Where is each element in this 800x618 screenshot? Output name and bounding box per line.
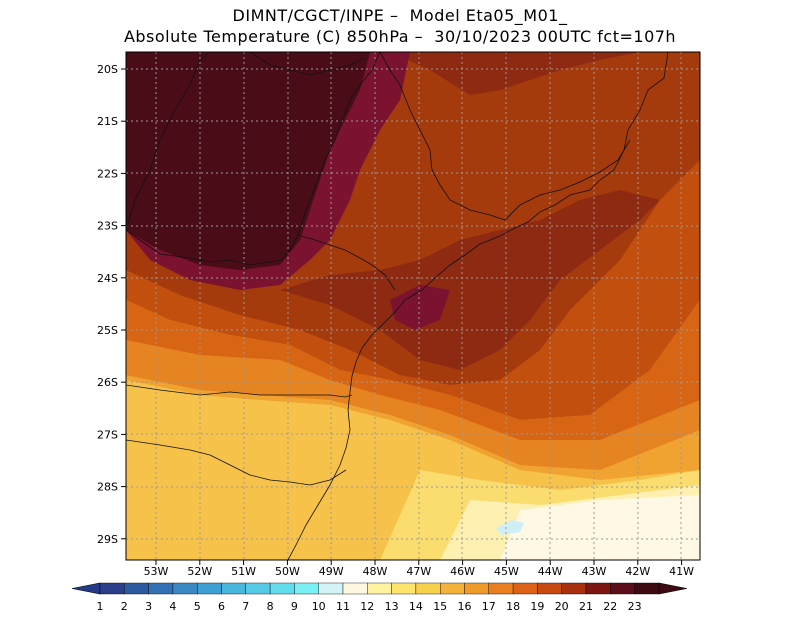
colorbar-swatch: [245, 582, 271, 595]
colorbar-swatch: [537, 582, 562, 595]
colorbar-swatch: [269, 582, 295, 595]
borders: [126, 52, 669, 560]
figure-title-line-2: Absolute Temperature (C) 850hPa – 30/10/…: [123, 27, 677, 46]
lat-label: 25S: [97, 324, 118, 337]
colorbar-label: 15: [433, 600, 447, 613]
colorbar-label: 16: [458, 600, 472, 613]
colorbar-swatch: [342, 582, 368, 595]
colorbar-label: 22: [603, 600, 617, 613]
lat-label: 22S: [97, 167, 118, 180]
colorbar-swatch: [367, 582, 392, 595]
coastline: [287, 52, 669, 560]
field-t21: [280, 190, 660, 370]
map-frame: [125, 51, 701, 561]
lon-label: 41W: [669, 565, 694, 578]
colorbar-swatch: [464, 582, 489, 595]
field-t23: [126, 52, 370, 270]
colorbar-swatch: [172, 582, 198, 595]
colorbar-under-arrow: [71, 582, 101, 595]
colorbar-label: 23: [628, 600, 642, 613]
colorbar-label: 18: [506, 600, 520, 613]
colorbar-label: 3: [145, 600, 152, 613]
lon-label: 49W: [319, 565, 344, 578]
lon-label: 52W: [187, 565, 212, 578]
lon-label: 48W: [363, 565, 388, 578]
colorbar-label: 9: [291, 600, 298, 613]
colorbar-label: 1: [97, 600, 104, 613]
colorbar-label: 13: [385, 600, 399, 613]
colorbar-swatch: [634, 582, 660, 595]
lat-label: 28S: [97, 481, 118, 494]
colorbar-swatch: [610, 582, 635, 595]
field-t20: [126, 52, 700, 385]
lon-label: 43W: [582, 565, 607, 578]
border-ms-sp: [297, 52, 381, 236]
colorbar-swatch: [415, 582, 441, 595]
colorbar-label: 20: [555, 600, 569, 613]
colorbar-label: 10: [312, 600, 326, 613]
lon-label: 42W: [625, 565, 650, 578]
border-sc-rs: [126, 439, 347, 486]
field-t17: [126, 340, 700, 470]
border-mg-rj: [504, 139, 631, 221]
map-panel: [126, 52, 700, 560]
border-pr-sc: [126, 384, 353, 398]
colorbar-label: 5: [194, 600, 201, 613]
lat-label: 24S: [97, 272, 118, 285]
colorbar-swatch: [488, 582, 514, 595]
lon-label: 45W: [494, 565, 519, 578]
colorbar-swatch: [124, 582, 149, 595]
colorbar-label: 21: [579, 600, 593, 613]
border-mg-sp: [379, 52, 506, 221]
colorbar-swatch: [318, 582, 344, 595]
colorbar-label: 8: [267, 600, 274, 613]
lon-label: 53W: [144, 565, 169, 578]
colorbar-label: 4: [169, 600, 176, 613]
colorbar: 1 2 3 4 5 6 7 8 9 10 11 12 13 14 15 16 17 18 19 20 21 22 23: [71, 582, 687, 613]
border-sp-mg-n: [249, 52, 366, 76]
lat-label: 20S: [97, 63, 118, 76]
colorbar-label: 17: [482, 600, 496, 613]
figure-title-line-1: DIMNT/CGCT/INPE – Model Eta05_M01_: [232, 6, 568, 25]
colorbar-label: 7: [242, 600, 249, 613]
graticule: [126, 52, 700, 560]
colorbar-swatch: [585, 582, 611, 595]
lon-label: 47W: [406, 565, 431, 578]
colorbar-label: 6: [218, 600, 225, 613]
colorbar-swatch: [294, 582, 319, 595]
colorbar-swatch: [221, 582, 246, 595]
lat-label: 23S: [97, 220, 118, 233]
lon-label: 44W: [538, 565, 563, 578]
colorbar-swatch: [391, 582, 417, 595]
colorbar-swatch: [512, 582, 538, 595]
colorbar-swatch: [440, 582, 465, 595]
colorbar-swatch: [196, 582, 222, 595]
latitude-axis: 20S 21S 22S 23S 24S 25S 26S 27S 28S 29S: [97, 63, 126, 546]
colorbar-label: 11: [336, 600, 350, 613]
colorbar-swatch: [99, 582, 125, 595]
border-ms-pr: [126, 229, 299, 266]
colorbar-label: 2: [121, 600, 128, 613]
colorbar-over-arrow: [658, 582, 687, 595]
lon-label: 50W: [275, 565, 300, 578]
colorbar-swatch: [148, 582, 174, 595]
field-t21b: [390, 52, 640, 95]
colorbar-swatch: [561, 582, 587, 595]
lat-label: 29S: [97, 533, 118, 546]
field-t22b: [390, 285, 450, 330]
border-west: [126, 52, 211, 231]
colorbar-label: 19: [530, 600, 544, 613]
lat-label: 26S: [97, 376, 118, 389]
lon-label: 46W: [450, 565, 475, 578]
colorbar-label: 12: [360, 600, 374, 613]
border-pr-sp: [297, 234, 396, 291]
field-t10: [496, 520, 524, 535]
lat-label: 27S: [97, 428, 118, 441]
lat-label: 21S: [97, 115, 118, 128]
longitude-axis: 53W 52W 51W 50W 49W 48W 47W 46W 45W 44W 43W 42W 41W: [144, 560, 694, 578]
colorbar-label: 14: [409, 600, 423, 613]
lon-label: 51W: [231, 565, 256, 578]
